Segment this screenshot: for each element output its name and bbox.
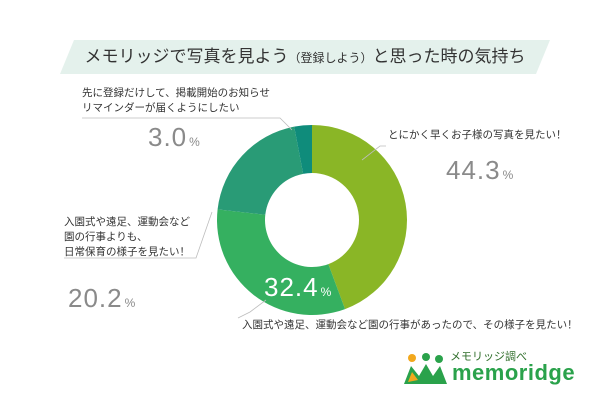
logo-mark-icon (404, 353, 447, 384)
label-slice-4-line-2: リマインダーが届くようにしたい (82, 102, 240, 114)
title-band: メモリッジで写真を見よう（登録しよう）と思った時の気持ち (60, 40, 550, 74)
leader-lines (64, 117, 386, 319)
value-slice-4-unit: % (189, 135, 201, 149)
label-slice-1: とにかく早くお子様の写真を見たい！ (388, 128, 567, 143)
leader-line-4 (82, 117, 293, 131)
leader-line-1 (361, 145, 386, 161)
title-band-shape (60, 40, 550, 74)
donut-slices (217, 125, 407, 315)
value-slice-1-unit: % (502, 168, 515, 182)
chart-title-main: メモリッジで写真を見よう (84, 47, 289, 67)
label-slice-3-line-1: 入園式や遠足、運動会など (64, 216, 190, 228)
donut-slice-1 (312, 125, 407, 310)
leader-line-3 (64, 211, 213, 259)
value-slice-1-number: 44.3 (446, 155, 501, 185)
value-slice-2: 32.4% (264, 272, 332, 303)
value-slice-3-unit: % (124, 296, 137, 310)
value-slice-1: 44.3% (446, 155, 514, 186)
label-slice-4: 先に登録だけして、掲載開始のお知らせ リマインダーが届くようにしたい (82, 86, 270, 116)
label-slice-3-line-3: 日常保育の様子を見たい！ (64, 246, 190, 258)
value-slice-3-number: 20.2 (68, 283, 123, 313)
leader-line-2 (237, 299, 267, 319)
label-slice-2: 入園式や遠足、運動会など園の行事があったので、その様子を見たい！ (242, 318, 578, 333)
donut-slice-2 (217, 209, 346, 315)
value-slice-4: 3.0% (148, 122, 201, 153)
chart-title: メモリッジで写真を見よう（登録しよう）と思った時の気持ち (60, 40, 550, 74)
label-slice-1-line-1: とにかく早くお子様の写真を見たい！ (388, 129, 567, 141)
value-slice-4-number: 3.0 (148, 122, 188, 152)
label-slice-4-line-1: 先に登録だけして、掲載開始のお知らせ (82, 87, 270, 99)
logo-subtitle: メモリッジ調べ (450, 350, 527, 363)
memoridge-logo: メモリッジ調べ memoridge (402, 348, 602, 388)
label-slice-2-line-1: 入園式や遠足、運動会など園の行事があったので、その様子を見たい！ (242, 319, 578, 331)
chart-title-paren: （登録しよう） (288, 51, 373, 65)
value-slice-2-unit: % (320, 285, 333, 299)
value-slice-3: 20.2% (68, 283, 136, 314)
logo-name: memoridge (452, 360, 576, 385)
donut-slice-4 (294, 125, 312, 174)
donut-slice-3 (217, 126, 304, 215)
chart-title-tail: と思った時の気持ち (372, 47, 526, 67)
label-slice-3-line-2: 園の行事よりも、 (64, 231, 148, 243)
value-slice-2-number: 32.4 (264, 272, 319, 302)
label-slice-3: 入園式や遠足、運動会など 園の行事よりも、 日常保育の様子を見たい！ (64, 215, 190, 260)
